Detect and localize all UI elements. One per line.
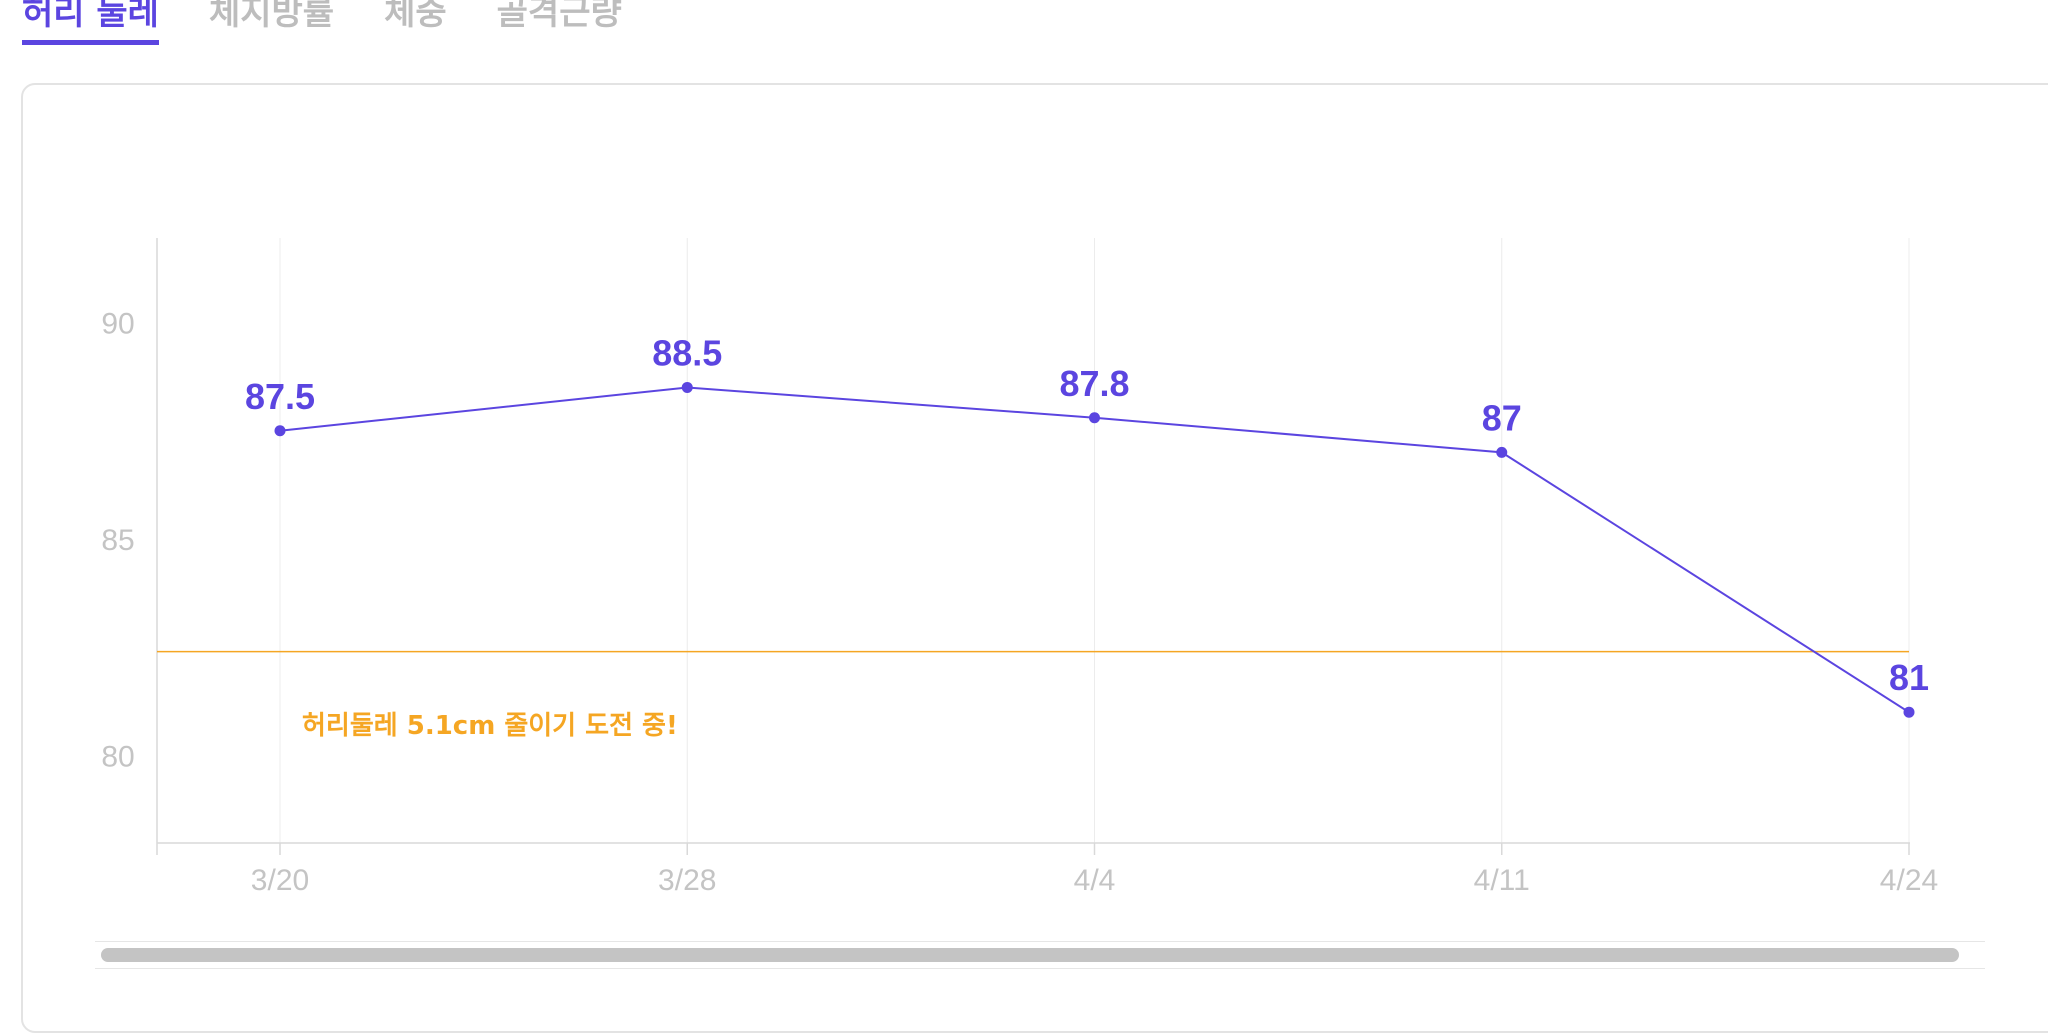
y-tick-label: 85 — [101, 524, 134, 557]
x-tick-label: 3/28 — [658, 864, 716, 897]
tab-muscle-mass[interactable]: 골격근량 — [496, 0, 622, 33]
x-tick-label: 4/4 — [1074, 864, 1116, 897]
horizontal-scrollbar[interactable] — [95, 941, 1985, 969]
x-tick-label: 4/11 — [1474, 864, 1530, 897]
data-label: 88.5 — [652, 332, 722, 373]
data-point — [1903, 706, 1915, 718]
x-tick-label: 4/24 — [1880, 864, 1938, 897]
tab-waist[interactable]: 허리 둘레 — [22, 0, 159, 45]
data-point — [274, 425, 286, 437]
goal-label: 허리둘레 5.1cm 줄이기 도전 중! — [302, 711, 678, 741]
data-point — [1089, 412, 1100, 424]
x-tick-label: 3/20 — [251, 864, 309, 897]
y-tick-label: 90 — [101, 308, 134, 341]
data-label: 87.8 — [1059, 363, 1129, 404]
y-tick-label: 80 — [101, 741, 134, 774]
data-label: 87.5 — [245, 376, 315, 417]
data-point — [1496, 446, 1508, 458]
data-label: 81 — [1889, 657, 1929, 698]
data-label: 87 — [1482, 397, 1522, 438]
tab-body-fat[interactable]: 체지방률 — [208, 0, 335, 33]
data-point — [681, 381, 693, 393]
metric-tabs: 허리 둘레 체지방률 체중 골격근량 — [22, 0, 672, 54]
waist-line-chart: 90 85 80 3/20 3/28 4/4 4/11 4/24 허리둘레 5.1cm 줄이기 … — [101, 238, 1938, 897]
tab-weight[interactable]: 체중 — [384, 0, 447, 33]
scrollbar-thumb[interactable] — [101, 948, 1959, 962]
chart-card — [21, 83, 2048, 1033]
